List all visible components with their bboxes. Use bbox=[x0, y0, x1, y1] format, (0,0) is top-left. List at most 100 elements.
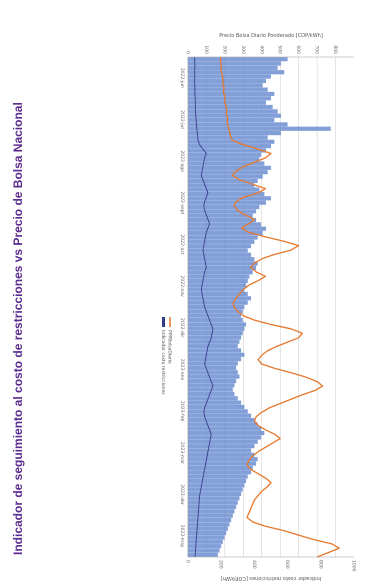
x-tick-label: 2022-oct bbox=[179, 234, 185, 254]
bar bbox=[188, 248, 248, 253]
bar bbox=[188, 413, 252, 418]
bar bbox=[187, 530, 227, 536]
y-left-tick-label: 0 bbox=[185, 51, 191, 54]
bar bbox=[188, 448, 252, 453]
bar bbox=[188, 470, 252, 475]
bar bbox=[188, 104, 273, 110]
y-right-tick-label: 200 bbox=[218, 560, 224, 569]
bar bbox=[188, 152, 262, 157]
bar bbox=[188, 157, 260, 162]
bar bbox=[188, 296, 252, 301]
bar bbox=[188, 417, 255, 423]
x-tick-label: 2022-dic bbox=[179, 318, 185, 338]
bar bbox=[188, 78, 267, 84]
bar bbox=[188, 291, 248, 297]
bar bbox=[188, 513, 233, 518]
bar bbox=[188, 344, 238, 349]
x-tick-label: 2023-may bbox=[179, 525, 185, 548]
bar bbox=[188, 174, 263, 179]
bar bbox=[188, 339, 240, 344]
bar bbox=[188, 96, 271, 101]
bar bbox=[188, 87, 268, 92]
bar bbox=[188, 57, 288, 62]
bar bbox=[188, 139, 275, 144]
bar-series bbox=[187, 57, 331, 557]
bar bbox=[188, 465, 253, 470]
bar bbox=[188, 435, 262, 440]
bar bbox=[188, 300, 248, 305]
bar bbox=[188, 170, 268, 175]
bar bbox=[188, 491, 242, 497]
x-tick-label: 2022-nov bbox=[179, 275, 185, 297]
y-left-tick-label: 200 bbox=[221, 45, 227, 54]
y-left-tick-label: 800 bbox=[332, 45, 338, 54]
bar bbox=[188, 517, 232, 523]
legend-label-ppp: PPPBolsaDiario bbox=[167, 330, 173, 364]
bar bbox=[188, 357, 242, 362]
bar bbox=[187, 383, 235, 388]
bar bbox=[188, 257, 255, 262]
bar bbox=[188, 374, 240, 379]
x-tick-label: 2023-feb bbox=[179, 401, 185, 421]
x-tick-label: 2022-jun bbox=[179, 68, 185, 88]
bar bbox=[188, 396, 238, 401]
y-left-tick-label: 100 bbox=[203, 45, 209, 54]
bar bbox=[188, 74, 271, 79]
bar bbox=[188, 270, 253, 275]
bar bbox=[188, 65, 278, 70]
bar bbox=[188, 422, 258, 427]
bar bbox=[188, 365, 237, 370]
y-left-tick-label: 500 bbox=[277, 45, 283, 54]
bar bbox=[188, 474, 248, 479]
y-right-tick-label: 400 bbox=[251, 560, 257, 569]
bar bbox=[187, 526, 228, 531]
bar bbox=[188, 409, 248, 414]
bar bbox=[188, 378, 237, 384]
bar bbox=[188, 309, 243, 314]
bar bbox=[188, 265, 257, 270]
bar bbox=[188, 274, 250, 279]
bar bbox=[188, 235, 258, 240]
bar bbox=[188, 222, 262, 227]
bar bbox=[188, 361, 238, 366]
y-right-tick-label: 1000 bbox=[351, 560, 357, 572]
bar bbox=[188, 239, 255, 244]
bar bbox=[188, 70, 285, 75]
bar bbox=[188, 522, 230, 527]
y-right-tick-label: 600 bbox=[284, 560, 290, 569]
bar bbox=[188, 478, 247, 484]
bar bbox=[188, 287, 245, 292]
bar bbox=[188, 217, 257, 223]
bar bbox=[188, 496, 240, 501]
bar bbox=[188, 126, 331, 131]
x-tick-label: 2023-ene bbox=[179, 359, 185, 381]
bar bbox=[188, 552, 218, 557]
bar bbox=[188, 161, 265, 166]
bar bbox=[188, 226, 267, 231]
bar bbox=[188, 487, 243, 492]
bar bbox=[188, 244, 252, 249]
bar bbox=[188, 352, 245, 357]
line-series bbox=[194, 56, 340, 558]
bar bbox=[188, 187, 260, 192]
bar bbox=[188, 400, 242, 405]
bar bbox=[188, 387, 233, 392]
bar bbox=[188, 348, 242, 353]
legend: PPPBolsaDiario Indicador costo restricci… bbox=[160, 317, 173, 395]
bar bbox=[188, 452, 255, 457]
bar bbox=[187, 391, 235, 397]
bar bbox=[188, 370, 238, 375]
y-right-tick-label: 0 bbox=[185, 560, 191, 563]
bar bbox=[188, 261, 258, 266]
bar bbox=[188, 117, 275, 123]
bar bbox=[188, 304, 245, 310]
y-right-tick-label: 800 bbox=[317, 560, 323, 569]
legend-label-indicador: Indicador costo restricciones bbox=[160, 330, 166, 395]
bar bbox=[188, 130, 281, 136]
bar bbox=[188, 283, 247, 288]
x-tick-label: 2022-ago bbox=[179, 150, 185, 172]
bar bbox=[188, 83, 263, 88]
bar bbox=[188, 204, 260, 210]
bar bbox=[188, 457, 258, 462]
